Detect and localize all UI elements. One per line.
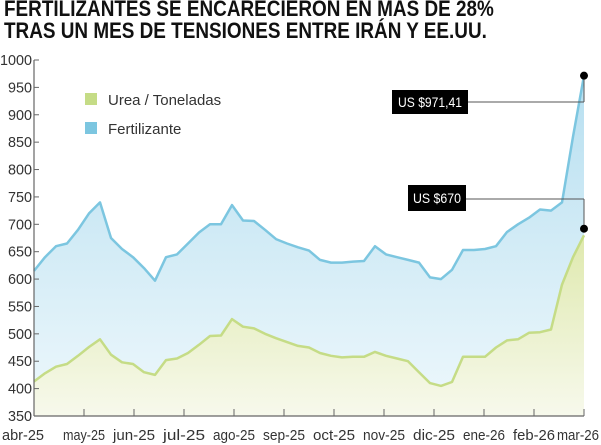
title-line-2: TRAS UN MES DE TENSIONES ENTRE IRÁN Y EE… xyxy=(4,18,487,43)
legend-label-fertilizante: Fertilizante xyxy=(108,121,181,138)
y-tick-label: 500 xyxy=(8,326,32,343)
y-tick-label: 550 xyxy=(8,298,32,315)
callout-label-urea: US $670 xyxy=(413,190,461,206)
y-tick-label: 800 xyxy=(8,162,32,179)
title-line-1: FERTILIZANTES SE ENCARECIERON EN MÁS DE … xyxy=(4,0,494,21)
y-tick-label: 450 xyxy=(8,353,32,370)
callout-dot xyxy=(580,224,588,233)
legend-swatch-urea xyxy=(85,93,97,105)
line-fertilizante xyxy=(33,75,586,282)
x-tick-label: feb-26 xyxy=(513,427,555,444)
x-tick-label: oct-25 xyxy=(313,427,355,444)
x-tick-label: may-25 xyxy=(63,427,105,444)
callout-box xyxy=(408,185,466,211)
y-tick-label: 900 xyxy=(8,107,32,124)
x-tick-label: dic-25 xyxy=(413,427,455,444)
y-tick-label: 350 xyxy=(8,408,32,425)
y-tick-label: 700 xyxy=(8,216,32,233)
line-urea xyxy=(33,234,586,388)
legend-swatch-fertilizante xyxy=(85,122,97,134)
callout-dot xyxy=(580,71,588,80)
y-tick-label: 400 xyxy=(8,381,32,398)
x-tick-label: jun-25 xyxy=(112,427,155,444)
y-tick-label: 750 xyxy=(8,189,32,206)
x-tick-label: mar-26 xyxy=(557,427,599,444)
legend: Urea / Toneladas Fertilizante xyxy=(85,92,221,138)
x-tick-label: sep-25 xyxy=(263,427,305,444)
y-tick-label: 950 xyxy=(8,79,32,96)
area-fertilizante xyxy=(34,75,584,416)
y-tick-label: 1000 xyxy=(0,52,32,69)
callout-label-fertilizante: US $971,41 xyxy=(398,94,462,110)
legend-label-urea: Urea / Toneladas xyxy=(108,92,221,109)
x-tick-label: abr-25 xyxy=(2,427,44,444)
x-tick-label: jul-25 xyxy=(162,427,205,444)
y-tick-label: 650 xyxy=(8,244,32,261)
y-tick-label: 600 xyxy=(8,271,32,288)
callout-box xyxy=(392,90,468,114)
x-tick-label: nov-25 xyxy=(363,427,405,444)
chart-title: FERTILIZANTES SE ENCARECIERON EN MÁS DE … xyxy=(4,0,494,42)
x-tick-label: ene-26 xyxy=(463,427,505,444)
y-tick-label: 850 xyxy=(8,134,32,151)
x-tick-label: ago-25 xyxy=(213,427,255,444)
area-urea xyxy=(34,235,584,416)
